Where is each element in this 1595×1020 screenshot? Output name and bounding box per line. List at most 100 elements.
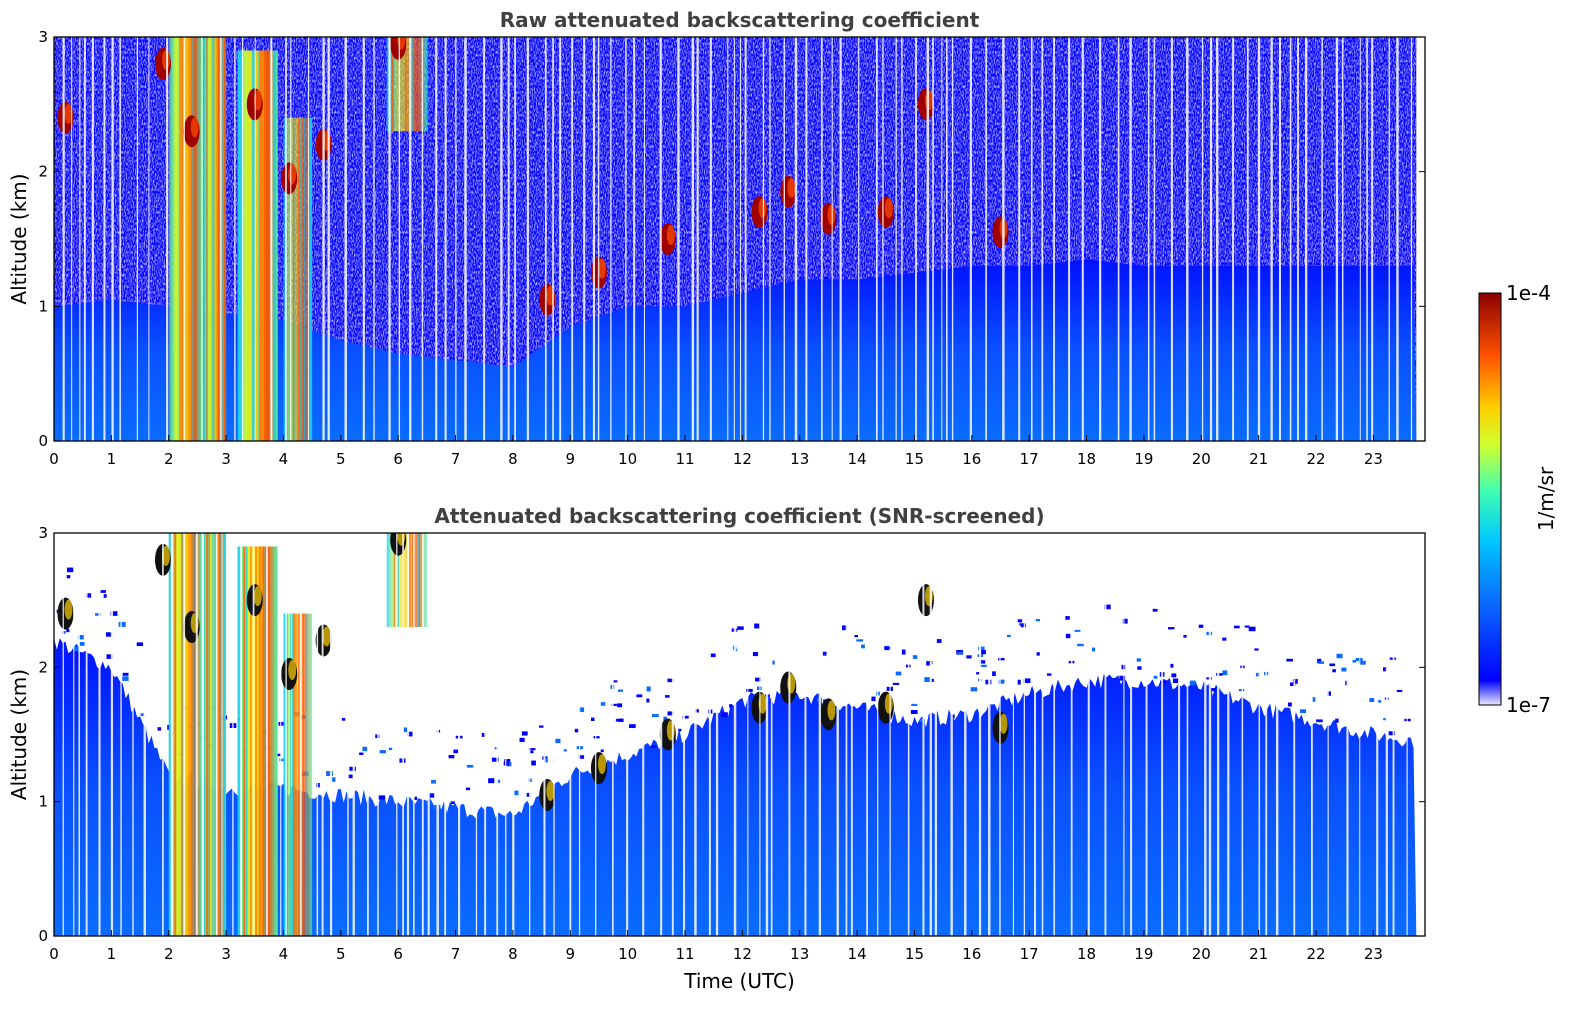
data-gap-line bbox=[119, 37, 121, 441]
speckle bbox=[100, 590, 106, 593]
speckle bbox=[1369, 698, 1375, 703]
data-gap-line bbox=[1147, 37, 1150, 441]
speckle bbox=[276, 753, 282, 757]
data-gap-line bbox=[1087, 533, 1090, 936]
speckle bbox=[1299, 709, 1307, 714]
data-gap-line bbox=[396, 533, 398, 936]
data-gap-line bbox=[946, 37, 948, 441]
speckle bbox=[578, 755, 585, 759]
data-gap-line bbox=[1246, 37, 1249, 441]
data-gap-line bbox=[1153, 37, 1156, 441]
data-gap-line bbox=[529, 533, 531, 936]
x-tick-label: 6 bbox=[393, 450, 403, 468]
data-gap-line bbox=[1178, 533, 1181, 936]
x-tick-label: 13 bbox=[790, 450, 809, 468]
x-tick-label: 22 bbox=[1306, 450, 1325, 468]
cloud-patch-edge bbox=[190, 117, 199, 138]
x-tick-label: 23 bbox=[1364, 450, 1383, 468]
data-gap-line bbox=[1170, 37, 1173, 441]
data-gap-line bbox=[457, 533, 461, 936]
speckle bbox=[667, 711, 674, 716]
speckle bbox=[1137, 666, 1142, 670]
speckle bbox=[66, 575, 71, 579]
x-tick-label: 9 bbox=[566, 450, 576, 468]
data-gap-line bbox=[1258, 533, 1261, 936]
data-gap-line bbox=[1053, 533, 1056, 936]
x-tick-label: 2 bbox=[164, 945, 174, 963]
speckle bbox=[617, 703, 623, 708]
aerosol-layer bbox=[168, 533, 204, 936]
data-gap-line bbox=[475, 533, 478, 936]
speckle bbox=[1286, 658, 1293, 662]
data-gap-line bbox=[85, 533, 88, 936]
speckle bbox=[1287, 702, 1292, 707]
speckle bbox=[646, 698, 650, 703]
data-gap-line bbox=[327, 37, 330, 441]
aerosol-streak bbox=[212, 37, 215, 441]
speckle bbox=[118, 621, 126, 627]
data-gap-line bbox=[362, 37, 365, 441]
aerosol-streak bbox=[246, 546, 248, 936]
data-gap-line bbox=[1289, 37, 1292, 441]
speckle bbox=[1222, 670, 1229, 676]
x-axis-ticks-raw: 0 1 2 3 4 5 6 7 8 9 10 11 12 13 14 15 16 17 18 19 20 21 22 23 bbox=[49, 435, 1383, 468]
x-tick-label: 10 bbox=[618, 945, 637, 963]
speckle bbox=[923, 677, 931, 683]
colorbar-unit-label: 1/m/sr bbox=[1534, 466, 1558, 531]
data-gap-line bbox=[266, 533, 268, 936]
data-gap-line bbox=[875, 37, 878, 441]
speckle bbox=[1335, 718, 1339, 723]
x-tick-label: 3 bbox=[221, 945, 231, 963]
speckle bbox=[613, 680, 618, 683]
data-gap-line bbox=[907, 533, 910, 936]
aerosol-streak bbox=[262, 546, 265, 936]
data-gap-line bbox=[1346, 533, 1349, 936]
data-gap-line bbox=[455, 37, 457, 441]
data-gap-line bbox=[831, 37, 833, 441]
cloud-patch-edge bbox=[787, 177, 796, 198]
aerosol-streak bbox=[310, 117, 312, 441]
aerosol-streak bbox=[206, 533, 209, 936]
speckle bbox=[912, 655, 918, 659]
x-tick-label: 4 bbox=[279, 945, 289, 963]
data-gap-line bbox=[1327, 533, 1329, 936]
x-tick-label: 12 bbox=[733, 450, 752, 468]
no-data-region bbox=[1416, 533, 1425, 936]
data-gap-line bbox=[514, 37, 516, 441]
aerosol-streak bbox=[305, 613, 307, 936]
data-gap-line bbox=[234, 37, 236, 441]
data-gap-line bbox=[98, 533, 101, 936]
data-gap-line bbox=[166, 37, 169, 441]
speckle bbox=[618, 718, 624, 722]
data-gap-line bbox=[592, 37, 596, 441]
speckle bbox=[1065, 616, 1070, 620]
data-gap-line bbox=[421, 37, 424, 441]
speckle bbox=[494, 747, 499, 750]
data-gap-line bbox=[1310, 533, 1313, 936]
speckle bbox=[895, 671, 902, 676]
aerosol-streak bbox=[258, 50, 260, 441]
speckle bbox=[911, 703, 918, 706]
cloud-patch-edge bbox=[827, 700, 836, 721]
data-gap-line bbox=[409, 37, 412, 441]
speckle bbox=[481, 732, 487, 737]
data-gap-line bbox=[120, 533, 122, 936]
data-gap-line bbox=[1406, 533, 1408, 936]
y-tick-label: 0 bbox=[38, 927, 48, 945]
speckle bbox=[957, 651, 964, 654]
aerosol-streak bbox=[295, 613, 297, 936]
speckle bbox=[157, 727, 162, 731]
data-gap-line bbox=[103, 37, 106, 441]
data-gap-line bbox=[347, 533, 349, 936]
speckle bbox=[103, 594, 107, 598]
x-tick-label: 16 bbox=[962, 450, 981, 468]
data-gap-line bbox=[583, 37, 586, 441]
speckle bbox=[752, 652, 759, 657]
speckle bbox=[842, 625, 848, 631]
data-gap-line bbox=[794, 37, 798, 441]
speckle bbox=[66, 628, 70, 633]
aerosol-streak bbox=[303, 117, 306, 441]
data-gap-line bbox=[543, 533, 546, 936]
cloud-patch-edge bbox=[64, 103, 73, 124]
data-gap-line bbox=[344, 37, 347, 441]
